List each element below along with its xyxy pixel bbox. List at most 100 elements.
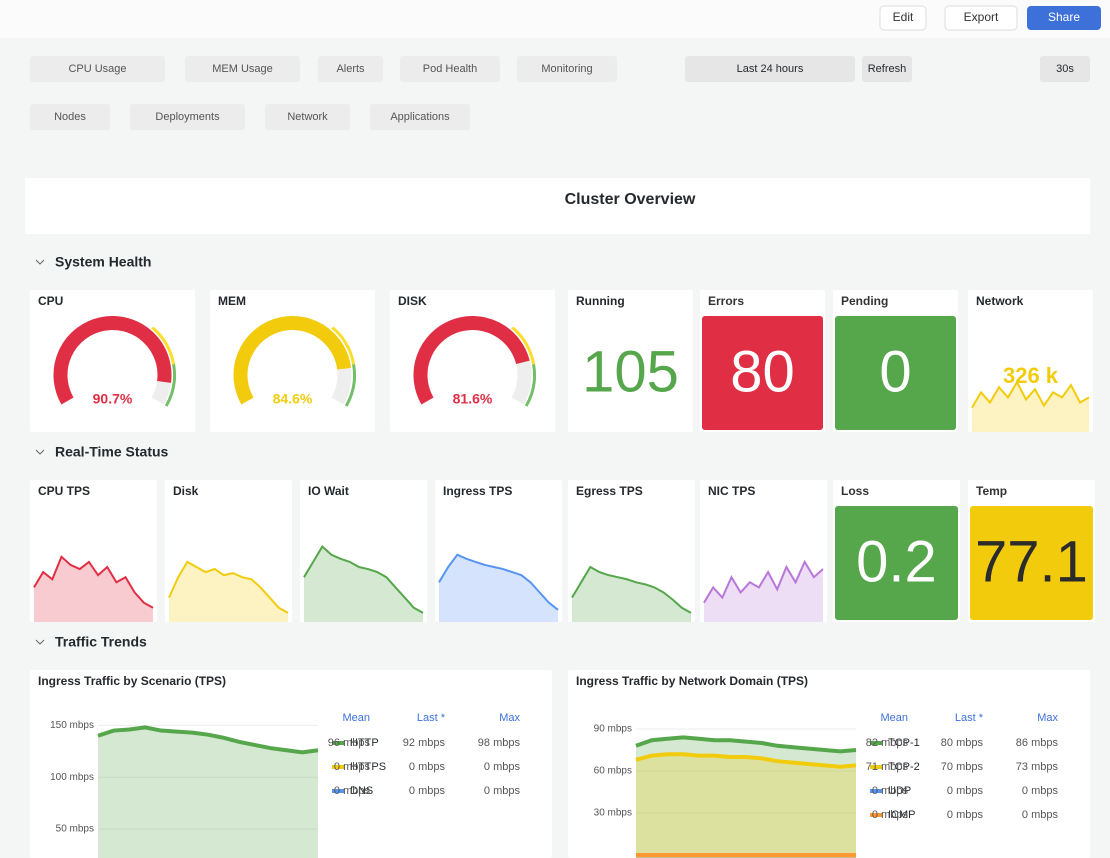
legend-header[interactable]: Mean bbox=[880, 712, 908, 724]
toolbar-button-label[interactable]: Share bbox=[1048, 10, 1080, 24]
toolbar-button[interactable] bbox=[1027, 6, 1101, 30]
section-title[interactable]: Traffic Trends bbox=[55, 634, 147, 650]
panel bbox=[568, 290, 693, 432]
legend-stat: 70 mbps bbox=[941, 761, 984, 773]
section-chevron[interactable] bbox=[35, 259, 45, 265]
toolbar-button[interactable] bbox=[944, 5, 1018, 31]
panel-title: Egress TPS bbox=[576, 484, 643, 498]
panel-title: Network bbox=[976, 294, 1024, 308]
time-control[interactable] bbox=[1040, 56, 1090, 82]
panel-title: Ingress Traffic by Scenario (TPS) bbox=[38, 674, 226, 688]
panel-content: CPU 90.7% bbox=[38, 294, 176, 407]
gauge-arc bbox=[53, 316, 172, 405]
tag[interactable] bbox=[30, 104, 110, 130]
legend-name[interactable]: HTTPS bbox=[350, 761, 386, 773]
spark-area bbox=[572, 567, 691, 622]
tag[interactable] bbox=[517, 56, 617, 82]
tag[interactable] bbox=[318, 56, 383, 82]
legend-name[interactable]: TCP-1 bbox=[888, 737, 920, 749]
legend-stat: 82 mbps bbox=[866, 737, 909, 749]
panel-title: NIC TPS bbox=[708, 484, 755, 498]
toolbar-button[interactable] bbox=[879, 5, 927, 31]
tag-label[interactable]: Pod Health bbox=[423, 63, 477, 75]
tag[interactable] bbox=[30, 56, 165, 82]
legend-name[interactable]: TCP-2 bbox=[888, 761, 920, 773]
legend-stat: 0 mbps bbox=[484, 761, 521, 773]
legend-stat: 0 mbps bbox=[334, 761, 371, 773]
panel-content: Network 326 k bbox=[971, 294, 1090, 432]
title-bar bbox=[25, 178, 1090, 234]
tag-label[interactable]: Alerts bbox=[336, 63, 365, 75]
tag[interactable] bbox=[185, 56, 300, 82]
tag-label[interactable]: CPU Usage bbox=[68, 63, 126, 75]
tag[interactable] bbox=[370, 104, 470, 130]
legend-stat: 98 mbps bbox=[478, 737, 521, 749]
tag-label[interactable]: Nodes bbox=[54, 111, 86, 123]
panel-title: Disk bbox=[173, 484, 199, 498]
y-tick-label: 30 mbps bbox=[594, 808, 632, 819]
tag-label[interactable]: MEM Usage bbox=[212, 63, 273, 75]
legend-header[interactable]: Last * bbox=[955, 712, 984, 724]
spark-area bbox=[34, 556, 153, 622]
tag-label[interactable]: Monitoring bbox=[541, 63, 592, 75]
legend-swatch bbox=[332, 789, 344, 793]
legend-header[interactable]: Last * bbox=[417, 712, 446, 724]
time-control[interactable] bbox=[685, 56, 855, 82]
legend-stat: 73 mbps bbox=[1016, 761, 1059, 773]
spark-line bbox=[303, 545, 424, 614]
gauge-threshold bbox=[151, 326, 176, 365]
spark-line bbox=[168, 560, 289, 614]
tag[interactable] bbox=[400, 56, 500, 82]
tag[interactable] bbox=[130, 104, 245, 130]
panel-content: Egress TPS bbox=[571, 484, 692, 622]
legend-stat: 0 mbps bbox=[1022, 809, 1059, 821]
stat-value: 0.2 bbox=[856, 529, 937, 594]
legend-stat: 0 mbps bbox=[484, 785, 521, 797]
panel-content: MEM 84.6% bbox=[218, 294, 356, 407]
legend-name[interactable]: ICMP bbox=[888, 809, 916, 821]
panel-title: Loss bbox=[841, 484, 869, 498]
legend-name[interactable]: UDP bbox=[888, 785, 911, 797]
gauge-value: 84.6% bbox=[273, 391, 313, 407]
time-control-label[interactable]: Last 24 hours bbox=[737, 63, 804, 75]
panel-content: Errors 80 bbox=[702, 294, 823, 430]
spark-stat: 326 k bbox=[1003, 363, 1059, 388]
time-control-label[interactable]: 30s bbox=[1056, 63, 1074, 75]
gauge-threshold bbox=[164, 363, 176, 407]
legend-stat: 92 mbps bbox=[403, 737, 446, 749]
tag-label[interactable]: Network bbox=[287, 111, 328, 123]
legend-stat: 0 mbps bbox=[409, 761, 446, 773]
dashboard-title: Cluster Overview bbox=[565, 191, 696, 208]
series-area bbox=[636, 737, 856, 858]
tag-label[interactable]: Applications bbox=[390, 111, 450, 123]
gauge-threshold bbox=[524, 363, 536, 407]
legend-stat: 71 mbps bbox=[866, 761, 909, 773]
panel-content: Running 105 bbox=[576, 294, 679, 404]
panel-content: Temp 77.1 bbox=[970, 484, 1093, 620]
tag-label[interactable]: Deployments bbox=[155, 111, 220, 123]
panel-title: MEM bbox=[218, 294, 246, 308]
legend-header[interactable]: Max bbox=[499, 712, 520, 724]
time-control[interactable] bbox=[862, 56, 912, 82]
time-control-label[interactable]: Refresh bbox=[868, 63, 907, 75]
legend-header[interactable]: Max bbox=[1037, 712, 1058, 724]
section-title[interactable]: System Health bbox=[55, 254, 151, 270]
section-title[interactable]: Real-Time Status bbox=[55, 444, 169, 460]
legend-swatch bbox=[870, 813, 882, 817]
toolbar-button-label[interactable]: Export bbox=[964, 10, 999, 24]
section-chevron[interactable] bbox=[35, 639, 45, 645]
legend-name[interactable]: HTTP bbox=[350, 737, 379, 749]
panel-title: Ingress Traffic by Network Domain (TPS) bbox=[576, 674, 808, 688]
series-area bbox=[98, 727, 318, 858]
section-chevron[interactable] bbox=[35, 449, 45, 455]
gauge-threshold bbox=[331, 326, 356, 365]
panel-content: Ingress TPS bbox=[438, 484, 559, 622]
toolbar-button-label[interactable]: Edit bbox=[893, 10, 914, 24]
panel-title: CPU bbox=[38, 294, 63, 308]
tag[interactable] bbox=[265, 104, 350, 130]
legend-header[interactable]: Mean bbox=[342, 712, 370, 724]
legend-name[interactable]: DNS bbox=[350, 785, 373, 797]
series-line bbox=[97, 725, 319, 755]
panel-content: IO Wait bbox=[303, 484, 424, 622]
